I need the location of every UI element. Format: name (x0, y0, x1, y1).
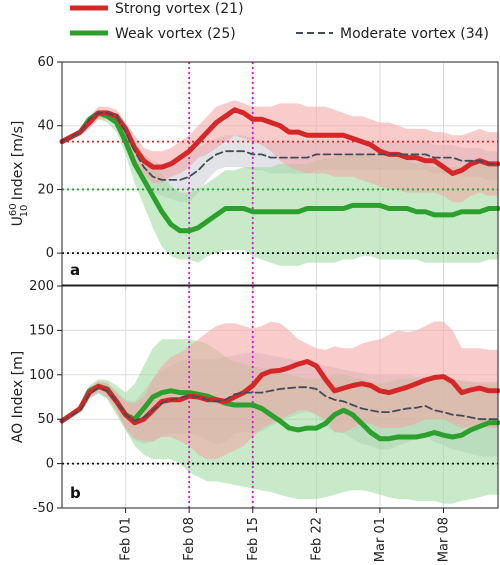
legend: Strong vortex (21) Weak vortex (25) Mode… (70, 1, 489, 42)
legend-label-weak: Weak vortex (25) (115, 26, 236, 42)
band-strong (62, 321, 498, 460)
y-tick-label: 0 (46, 457, 54, 472)
panel-b-frame (61, 285, 499, 509)
panel-a-ylabel-rest: Index [m/s] (10, 121, 26, 205)
panel-a-frame (61, 61, 499, 286)
x-tick-label: Feb 08 (182, 517, 197, 561)
x-tick-label: Feb 01 (119, 517, 134, 561)
y-tick-label: 40 (37, 119, 54, 134)
panel-a-ylabel-sub: 10 (19, 205, 30, 218)
panel-a-ylabel-super: 60 (8, 203, 19, 216)
x-axis-tick-labels: Feb 01 Feb 08 Feb 15 Feb 22 Mar 01 Mar 08 (119, 517, 452, 562)
y-tick-label: 60 (37, 55, 54, 70)
y-tick-label: 150 (29, 323, 54, 338)
series-line-weak (59, 110, 500, 234)
x-tick-label: Feb 22 (309, 517, 324, 561)
panel-a-ylabel: U6010 Index [m/s] (8, 121, 30, 227)
legend-label-strong: Strong vortex (21) (115, 1, 244, 17)
series-line-strong (59, 107, 500, 176)
series-line-moderate (61, 386, 499, 422)
series-line-strong (59, 359, 500, 426)
panel-a-ylabel-main: U (10, 216, 26, 226)
y-tick-label: 200 (29, 279, 54, 294)
x-tick-label: Mar 08 (437, 517, 452, 562)
panel-b-label: b (70, 484, 81, 502)
panel-b-ylabel: AO Index [m] (10, 351, 26, 443)
y-tick-label: -50 (33, 501, 54, 516)
series-line-moderate (61, 112, 499, 181)
y-tick-label: 50 (37, 412, 54, 427)
y-tick-label: 0 (46, 246, 54, 261)
band-strong (62, 100, 498, 203)
y-tick-label: 20 (37, 182, 54, 197)
panel-b: -50 0 50 100 150 200 b AO Index [m] (10, 279, 500, 516)
x-tick-label: Mar 01 (373, 517, 388, 562)
y-tick-label: 100 (29, 368, 54, 383)
x-tick-label: Feb 15 (246, 517, 261, 561)
series-line-weak (59, 383, 500, 442)
legend-label-moderate: Moderate vortex (34) (340, 26, 489, 42)
panel-a-label: a (70, 261, 80, 279)
